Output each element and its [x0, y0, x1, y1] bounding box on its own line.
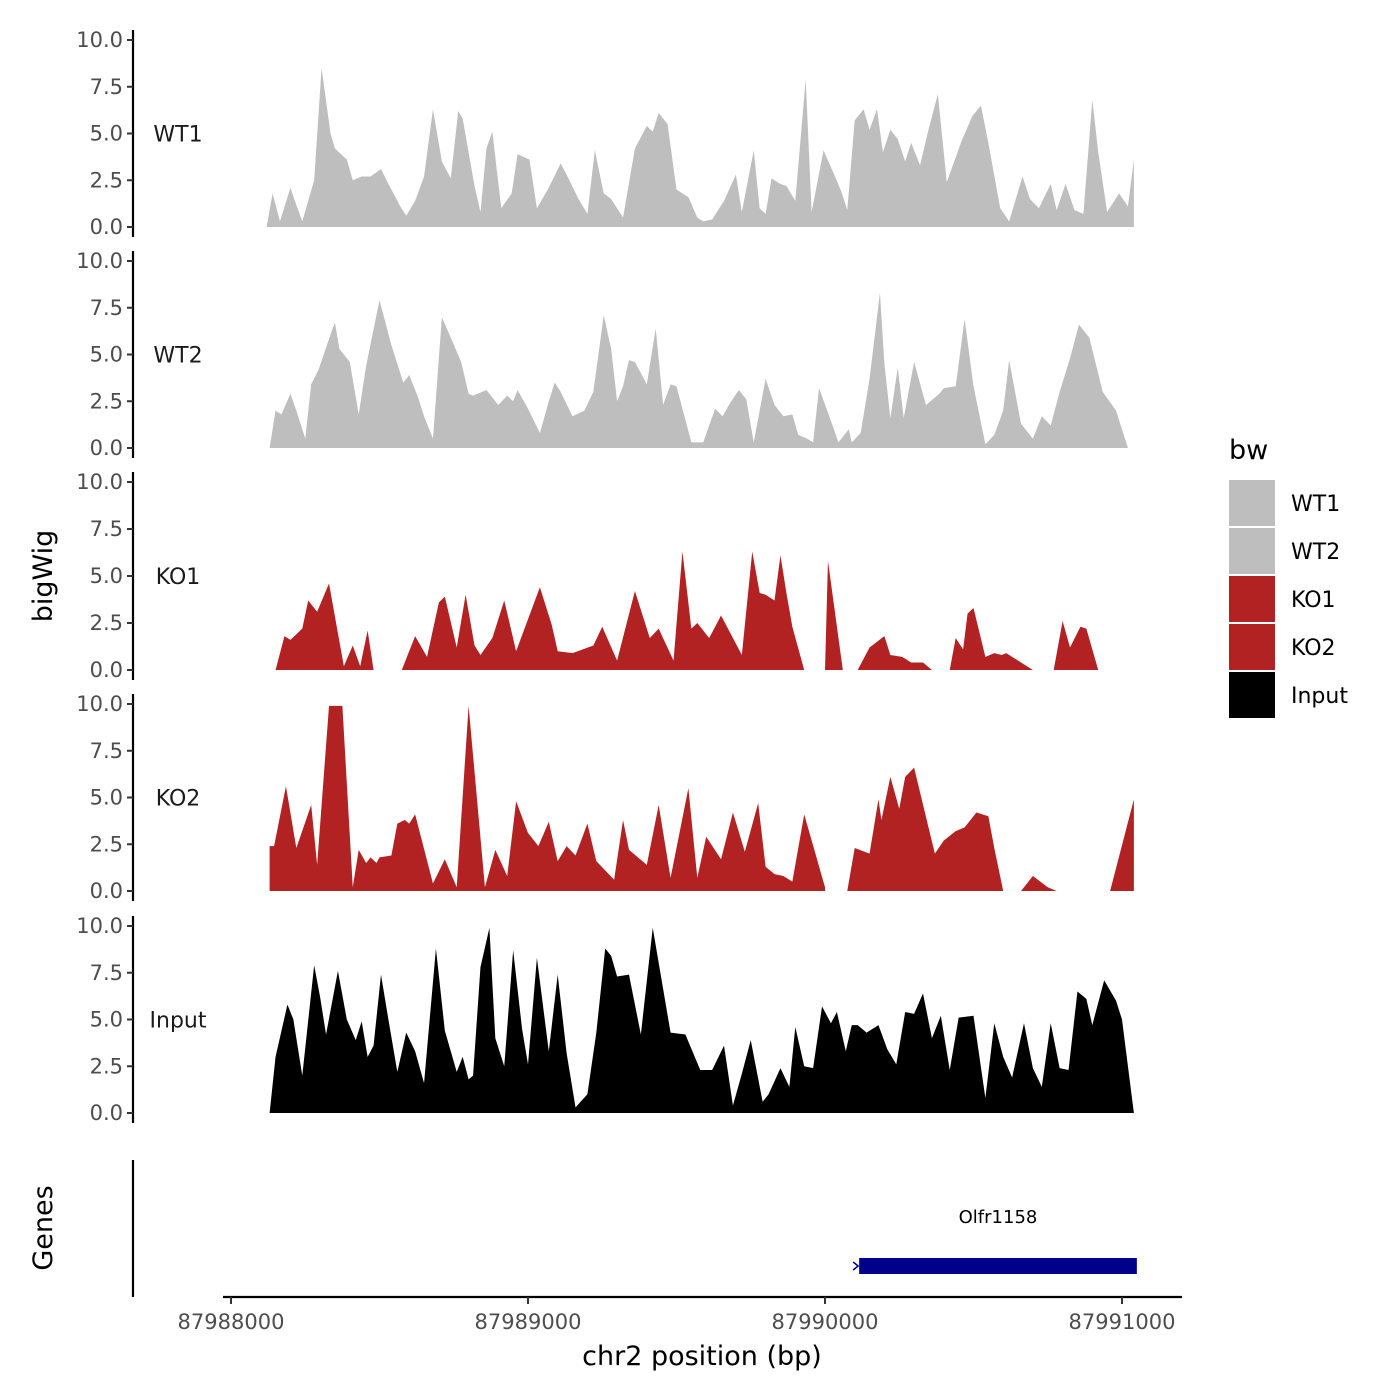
track-ko1: 0.0 2.5 5.0 7.5 10.0 KO1 [76, 470, 1099, 682]
x-tick-label: 87989000 [475, 1310, 582, 1334]
y-tick-label: 0.0 [90, 658, 123, 682]
track-wt1: 0.0 2.5 5.0 7.5 10.0 WT1 [76, 28, 1134, 239]
strand-arrow-icon [852, 1261, 860, 1271]
legend-key-input [1229, 672, 1275, 718]
legend: bw WT1 WT2 KO1 KO2 Input [1229, 435, 1348, 718]
area-input [269, 927, 1134, 1113]
genes-panel: Olfr1158 [131, 1160, 1137, 1297]
y-axis-title: bigWig [28, 530, 59, 623]
area-wt2 [269, 292, 1128, 448]
y-tick-label: 0.0 [90, 879, 123, 903]
y-tick-label: 0.0 [90, 215, 123, 239]
y-tick-label: 7.5 [90, 739, 123, 763]
area-wt1 [266, 68, 1134, 227]
y-tick-label: 10.0 [76, 914, 123, 938]
legend-key-ko1 [1229, 576, 1275, 622]
y-tick-label: 0.0 [90, 1101, 123, 1125]
track-label: KO1 [156, 565, 201, 590]
area-ko1 [275, 551, 1099, 670]
y-tick-label: 10.0 [76, 249, 123, 273]
gene-label: Olfr1158 [959, 1207, 1038, 1228]
y-tick-label: 2.5 [90, 168, 123, 192]
genes-axis-title: Genes [28, 1185, 59, 1270]
y-tick-label: 10.0 [76, 28, 123, 52]
track-label: Input [150, 1009, 207, 1034]
area-ko2 [269, 705, 1134, 891]
y-tick-label: 5.0 [90, 786, 123, 810]
y-tick-label: 10.0 [76, 470, 123, 494]
y-tick-label: 0.0 [90, 436, 123, 460]
y-tick-label: 2.5 [90, 611, 123, 635]
y-tick-label: 5.0 [90, 564, 123, 588]
track-label: KO2 [156, 787, 201, 812]
legend-label: KO1 [1291, 588, 1336, 613]
legend-label: KO2 [1291, 636, 1336, 661]
track-label: WT1 [153, 123, 202, 148]
y-tick-label: 2.5 [90, 1054, 123, 1078]
y-tick-label: 7.5 [90, 75, 123, 99]
track-wt2: 0.0 2.5 5.0 7.5 10.0 WT2 [76, 249, 1128, 460]
x-tick-label: 87991000 [1069, 1310, 1176, 1334]
track-input: 0.0 2.5 5.0 7.5 10.0 Input [76, 914, 1134, 1125]
legend-label: Input [1291, 684, 1348, 709]
x-tick-label: 87988000 [178, 1310, 285, 1334]
y-tick-label: 7.5 [90, 517, 123, 541]
legend-key-wt2 [1229, 528, 1275, 574]
y-tick-label: 2.5 [90, 389, 123, 413]
y-tick-label: 5.0 [90, 343, 123, 367]
x-tick-label: 87990000 [772, 1310, 879, 1334]
legend-title: bw [1229, 435, 1268, 466]
y-tick-label: 2.5 [90, 832, 123, 856]
x-axis-title: chr2 position (bp) [582, 1341, 822, 1372]
y-tick-label: 7.5 [90, 296, 123, 320]
legend-key-ko2 [1229, 624, 1275, 670]
y-tick-label: 5.0 [90, 122, 123, 146]
track-label: WT2 [153, 344, 202, 369]
x-axis: 87988000 87989000 87990000 87991000 [178, 1295, 1182, 1334]
legend-label: WT2 [1291, 540, 1340, 565]
legend-key-wt1 [1229, 480, 1275, 526]
legend-label: WT1 [1291, 492, 1340, 517]
bigwig-tracks: 0.02.55.07.510.0WT10.02.55.07.510.0WT20.… [76, 28, 1134, 1125]
y-tick-label: 7.5 [90, 961, 123, 985]
y-tick-label: 5.0 [90, 1008, 123, 1032]
gene-body [859, 1258, 1137, 1274]
y-tick-label: 10.0 [76, 692, 123, 716]
track-ko2: 0.0 2.5 5.0 7.5 10.0 KO2 [76, 692, 1134, 903]
